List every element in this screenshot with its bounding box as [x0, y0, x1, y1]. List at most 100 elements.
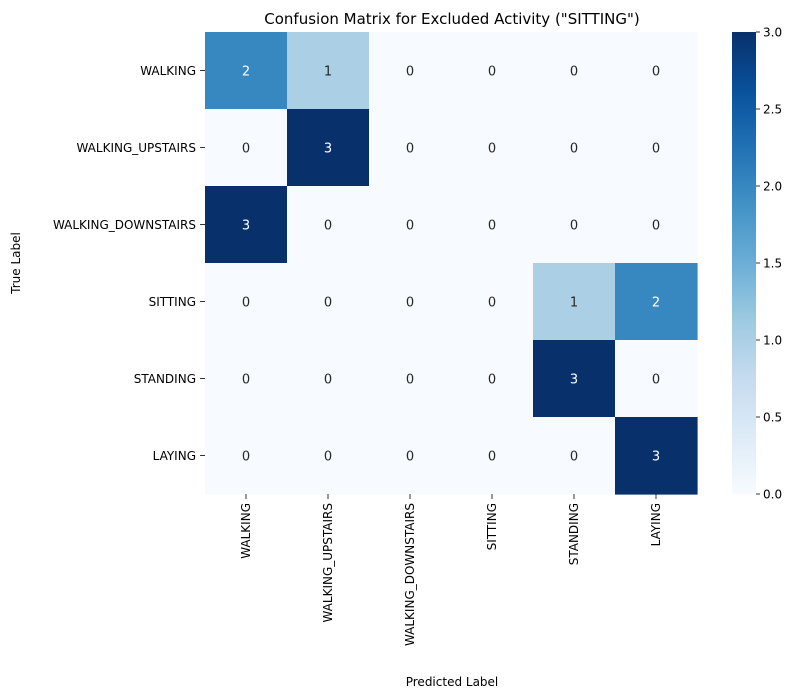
heatmap-cell	[369, 32, 452, 110]
cell-value-label: 0	[406, 65, 414, 80]
cell-value-label: 0	[570, 65, 578, 80]
x-tick-label: LAYING	[649, 503, 663, 546]
heatmap-cells	[205, 32, 698, 495]
y-axis-ticks: WALKING WALKING_UPSTAIRS WALKING_DOWNSTAIR…	[53, 64, 205, 463]
heatmap-cell	[615, 340, 698, 418]
x-axis-ticks: WALKING WALKING_UPSTAIRS WALKING_DOWNSTAIR…	[239, 494, 663, 646]
heatmap-cell	[287, 417, 370, 495]
heatmap-cell	[533, 32, 616, 110]
cell-value-label: 0	[652, 373, 660, 388]
x-tick-label: WALKING	[239, 503, 253, 559]
cell-value-label: 0	[488, 142, 496, 157]
colorbar-tick-label: 1.0	[763, 334, 782, 348]
heatmap-cell-labels: 2 1 0 0 0 0 0 3 0 0 0 0 3 0 0 0 0 0 0 0 0 0 1 2 0 0 0 0 3 0 0 0 0 0 0 3	[242, 65, 660, 465]
y-axis-label: True Label	[9, 232, 23, 295]
cell-value-label: 0	[488, 65, 496, 80]
cell-value-label: 0	[242, 450, 250, 465]
colorbar-tick-label: 0.5	[763, 411, 782, 425]
heatmap-cell	[287, 340, 370, 418]
x-tick-label: WALKING_DOWNSTAIRS	[403, 503, 417, 646]
cell-value-label: 0	[570, 450, 578, 465]
y-tick-label: WALKING	[140, 64, 196, 78]
y-tick-label: SITTING	[149, 295, 196, 309]
cell-value-label: 0	[406, 450, 414, 465]
heatmap-cell	[615, 417, 698, 495]
cell-value-label: 3	[652, 450, 660, 465]
cell-value-label: 0	[242, 373, 250, 388]
heatmap-cell	[287, 32, 370, 110]
cell-value-label: 0	[324, 450, 332, 465]
heatmap-cell	[369, 109, 452, 187]
cell-value-label: 0	[652, 65, 660, 80]
heatmap-cell	[287, 263, 370, 341]
heatmap-cell	[451, 340, 534, 418]
heatmap-cell	[533, 263, 616, 341]
y-tick-label: STANDING	[134, 372, 196, 386]
x-tick-label: WALKING_UPSTAIRS	[321, 503, 335, 623]
heatmap-cell	[451, 417, 534, 495]
heatmap-cell	[533, 186, 616, 264]
heatmap-cell	[205, 109, 288, 187]
cell-value-label: 2	[652, 296, 660, 311]
cell-value-label: 0	[324, 219, 332, 234]
heatmap-cell	[533, 417, 616, 495]
heatmap-cell	[205, 32, 288, 110]
cell-value-label: 0	[652, 142, 660, 157]
x-axis-label: Predicted Label	[406, 675, 499, 689]
heatmap-cell	[369, 417, 452, 495]
y-tick-label: WALKING_DOWNSTAIRS	[53, 218, 196, 232]
colorbar-tick-label: 1.5	[763, 257, 782, 271]
cell-value-label: 0	[488, 373, 496, 388]
cell-value-label: 0	[570, 142, 578, 157]
cell-value-label: 0	[652, 219, 660, 234]
cell-value-label: 0	[406, 219, 414, 234]
x-tick-label: SITTING	[485, 503, 499, 550]
heatmap-cell	[533, 340, 616, 418]
cell-value-label: 3	[324, 142, 332, 157]
y-tick-label: LAYING	[153, 449, 196, 463]
cell-value-label: 0	[488, 296, 496, 311]
heatmap-cell	[205, 340, 288, 418]
heatmap-cell	[205, 263, 288, 341]
heatmap-cell	[205, 417, 288, 495]
colorbar-tick-label: 2.5	[763, 103, 782, 117]
colorbar	[732, 32, 756, 494]
cell-value-label: 0	[488, 219, 496, 234]
heatmap-cell	[615, 186, 698, 264]
cell-value-label: 0	[488, 450, 496, 465]
cell-value-label: 0	[242, 296, 250, 311]
colorbar-tick-label: 0.0	[763, 488, 782, 502]
heatmap-cell	[615, 109, 698, 187]
heatmap-cell	[287, 186, 370, 264]
heatmap-cell	[287, 109, 370, 187]
chart-title: Confusion Matrix for Excluded Activity (…	[264, 10, 639, 28]
heatmap-cell	[451, 109, 534, 187]
cell-value-label: 0	[406, 296, 414, 311]
colorbar-ticks: 0.0 0.5 1.0 1.5 2.0 2.5 3.0	[756, 26, 782, 502]
cell-value-label: 3	[242, 219, 250, 234]
cell-value-label: 0	[406, 373, 414, 388]
cell-value-label: 0	[406, 142, 414, 157]
x-tick-label: STANDING	[567, 503, 581, 565]
cell-value-label: 3	[570, 373, 578, 388]
y-tick-label: WALKING_UPSTAIRS	[76, 141, 196, 155]
heatmap-cell	[615, 32, 698, 110]
cell-value-label: 1	[570, 296, 578, 311]
heatmap-cell	[451, 186, 534, 264]
heatmap-cell	[369, 340, 452, 418]
heatmap-cell	[205, 186, 288, 264]
cell-value-label: 0	[242, 142, 250, 157]
heatmap-cell	[615, 263, 698, 341]
heatmap-cell	[451, 32, 534, 110]
colorbar-tick-label: 3.0	[763, 26, 782, 40]
colorbar-tick-label: 2.0	[763, 180, 782, 194]
heatmap-cell	[369, 186, 452, 264]
cell-value-label: 0	[324, 296, 332, 311]
cell-value-label: 1	[324, 65, 332, 80]
heatmap-cell	[369, 263, 452, 341]
cell-value-label: 0	[570, 219, 578, 234]
cell-value-label: 2	[242, 65, 250, 80]
heatmap-cell	[533, 109, 616, 187]
cell-value-label: 0	[324, 373, 332, 388]
